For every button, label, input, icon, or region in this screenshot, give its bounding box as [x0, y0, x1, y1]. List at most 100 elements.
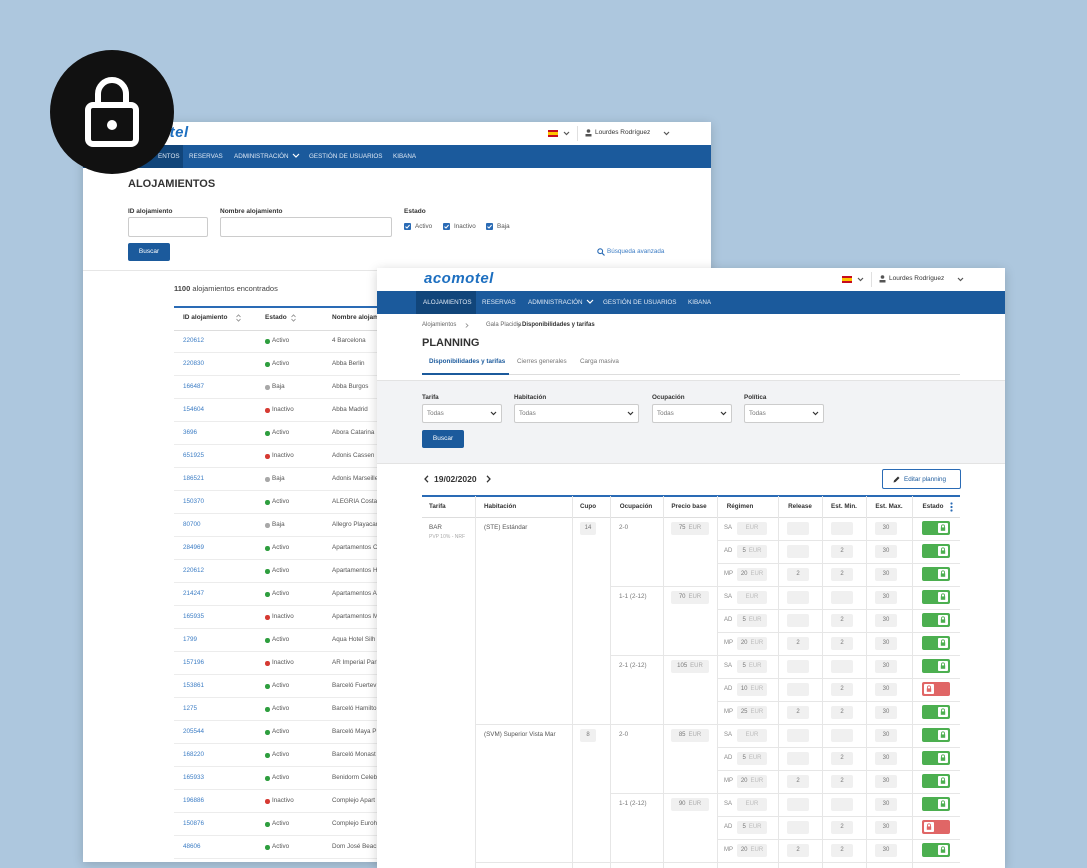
price-currency: EUR [688, 594, 702, 600]
column-header: Release [788, 503, 812, 510]
search-button[interactable]: Buscar [128, 243, 170, 261]
select[interactable]: Todas [514, 404, 639, 423]
accommodation-id[interactable]: 220830 [183, 360, 205, 367]
status-toggle[interactable] [922, 682, 950, 696]
supplement-box: 10 EUR [737, 683, 767, 696]
status-toggle[interactable] [922, 659, 950, 673]
est-min-box [831, 522, 853, 535]
status-toggle[interactable] [922, 544, 950, 558]
prev-arrow[interactable] [424, 475, 429, 483]
accommodation-name: Apartamentos C [332, 544, 378, 551]
status-toggle[interactable] [922, 820, 950, 834]
filter-label: Estado [404, 208, 426, 215]
status-dot [265, 523, 270, 528]
status-dot [265, 339, 270, 344]
accommodation-id[interactable]: 220612 [183, 337, 205, 344]
accommodation-id[interactable]: 1799 [183, 636, 198, 643]
column-line [822, 496, 823, 868]
select[interactable]: Todas [422, 404, 502, 423]
select[interactable]: Todas [652, 404, 732, 423]
lock-knob [938, 523, 948, 533]
column-header: Régimen [726, 503, 754, 510]
est-max-box: 30 [875, 729, 897, 742]
accommodation-id[interactable]: 165933 [183, 774, 205, 781]
status-text: Activo [272, 751, 290, 758]
accommodation-id[interactable]: 153861 [183, 682, 205, 689]
accommodation-id[interactable]: 166487 [183, 383, 205, 390]
supplement-amount: 10 [740, 686, 748, 692]
regime-code: AD [724, 548, 733, 554]
status-text: Activo [272, 705, 290, 712]
date: 19/02/2020 [434, 474, 477, 484]
status-toggle[interactable] [922, 636, 950, 650]
release-box [787, 683, 809, 696]
accommodation-id[interactable]: 157196 [183, 659, 205, 666]
next-arrow[interactable] [486, 475, 491, 483]
supplement-currency: EUR [745, 594, 759, 600]
regime-code: MP [724, 709, 733, 715]
nav-item: KIBANA [393, 152, 417, 160]
accommodation-id[interactable]: 1275 [183, 705, 198, 712]
status-toggle[interactable] [922, 774, 950, 788]
search-button[interactable]: Buscar [422, 430, 464, 448]
est-min-box: 2 [831, 614, 853, 627]
accommodation-id[interactable]: 80700 [183, 521, 201, 528]
accommodation-id[interactable]: 3696 [183, 429, 198, 436]
accommodation-id[interactable]: 168220 [183, 751, 205, 758]
status-toggle[interactable] [922, 613, 950, 627]
lock-knob [938, 799, 948, 809]
accommodation-id[interactable]: 186521 [183, 475, 205, 482]
status-toggle[interactable] [922, 705, 950, 719]
est-min-box [831, 729, 853, 742]
cupo-box: 8 [580, 729, 596, 742]
supplement-amount: 20 [740, 778, 748, 784]
breadcrumb: Alojamientos [422, 322, 457, 328]
status-toggle[interactable] [922, 521, 950, 535]
status-text: Activo [272, 820, 290, 827]
accommodation-id[interactable]: 165935 [183, 613, 205, 620]
edit-planning-button[interactable]: Editar planning [882, 469, 961, 489]
est-min-box: 2 [831, 821, 853, 834]
supplement-box: EUR [737, 591, 767, 604]
edit-planning-label: Editar planning [904, 475, 947, 483]
status-toggle[interactable] [922, 567, 950, 581]
accommodation-name: Dom José Beach [332, 843, 380, 850]
row-line [717, 563, 960, 564]
page-title: PLANNING [422, 337, 480, 349]
accommodation-id[interactable]: 48606 [183, 843, 201, 850]
status-toggle[interactable] [922, 751, 950, 765]
row-line [717, 839, 960, 840]
accommodation-id[interactable]: 220612 [183, 567, 205, 574]
est-max-box: 30 [875, 591, 897, 604]
user-name: Lourdes Rodríguez [889, 275, 945, 282]
release-box [787, 729, 809, 742]
advanced-search-link[interactable]: Búsqueda avanzada [607, 248, 665, 255]
supplement-box: EUR [737, 522, 767, 535]
status-toggle[interactable] [922, 843, 950, 857]
accommodation-id[interactable]: 150876 [183, 820, 205, 827]
status-toggle[interactable] [922, 797, 950, 811]
regime-code: AD [724, 824, 733, 830]
accommodation-id[interactable]: 651925 [183, 452, 205, 459]
accommodation-id[interactable]: 154604 [183, 406, 205, 413]
price-box: 70 EUR [671, 591, 709, 604]
accommodation-id[interactable]: 214247 [183, 590, 205, 597]
accommodation-id[interactable]: 205544 [183, 728, 205, 735]
accommodation-id[interactable]: 196886 [183, 797, 205, 804]
tab[interactable]: Disponibilidades y tarifas [429, 358, 506, 365]
est-max-box: 30 [875, 545, 897, 558]
tab[interactable]: Cierres generales [517, 358, 567, 365]
accommodation-id[interactable]: 284969 [183, 544, 205, 551]
status-toggle[interactable] [922, 590, 950, 604]
logo: acomotel [424, 270, 494, 287]
status-text: Inactivo [272, 452, 294, 459]
supplement-box: 5 EUR [737, 821, 767, 834]
text-input [220, 217, 392, 237]
release-box: 2 [787, 706, 809, 719]
accommodation-id[interactable]: 150370 [183, 498, 205, 505]
select[interactable]: Todas [744, 404, 824, 423]
status-toggle[interactable] [922, 728, 950, 742]
accommodation-name: 4 Barcelona [332, 337, 366, 344]
tab[interactable]: Carga masiva [580, 358, 619, 365]
price-amount: 70 [678, 594, 686, 600]
